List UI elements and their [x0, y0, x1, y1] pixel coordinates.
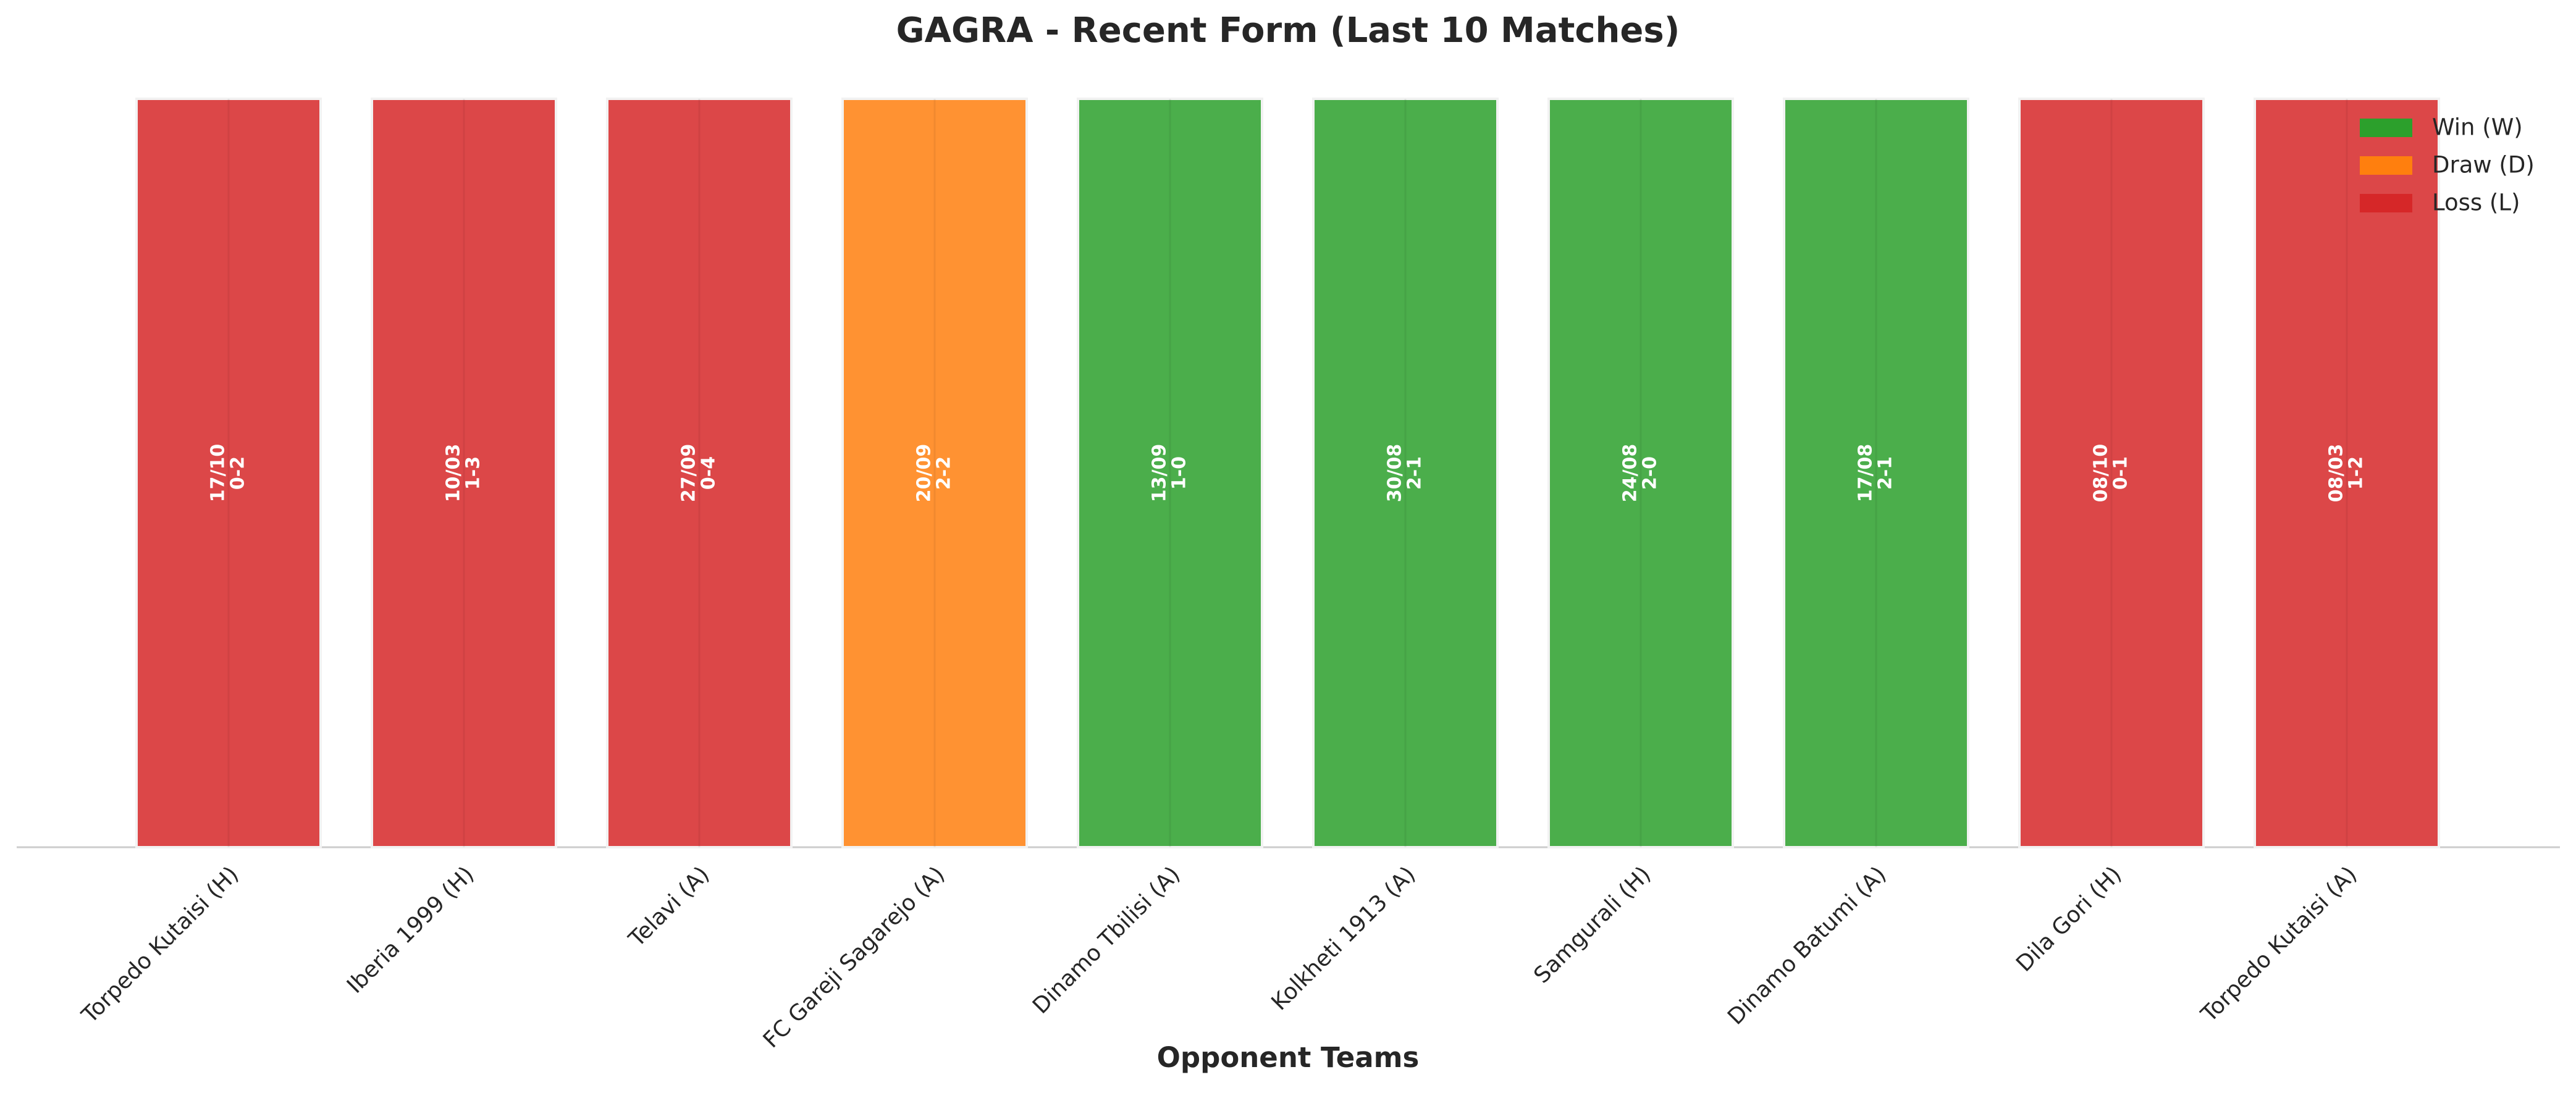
bar-date-label: 24/08	[1620, 444, 1641, 502]
bar-date-label: 10/03	[443, 444, 465, 502]
bar	[2254, 98, 2440, 848]
bar-date-label: 08/03	[2326, 444, 2347, 502]
bar-date-label: 27/09	[678, 444, 700, 502]
bar-score-label: 0-4	[698, 456, 720, 490]
bar-score-label: 2-0	[1639, 456, 1661, 490]
bar	[1312, 98, 1499, 848]
bar-score-label: 0-1	[2110, 456, 2132, 490]
bar	[135, 98, 322, 848]
x-axis-label: Opponent Teams	[1157, 1041, 1420, 1074]
bar-score-label: 1-2	[2346, 456, 2367, 490]
legend-label: Win (W)	[2432, 114, 2523, 141]
legend-swatch	[2360, 119, 2412, 137]
bar	[1547, 98, 1734, 848]
bar-date-label: 30/08	[1384, 444, 1406, 502]
bar-score-label: 0-2	[227, 456, 249, 490]
legend-label: Draw (D)	[2432, 152, 2535, 178]
bar	[1077, 98, 1263, 848]
bar-date-label: 13/09	[1149, 444, 1171, 502]
bar-score-label: 2-2	[933, 456, 955, 490]
legend-swatch	[2360, 156, 2412, 175]
legend-swatch	[2360, 194, 2412, 212]
bar	[606, 98, 793, 848]
bar-date-label: 17/08	[1855, 444, 1877, 502]
bar	[371, 98, 557, 848]
bar-date-label: 17/10	[208, 444, 229, 502]
chart-title: GAGRA - Recent Form (Last 10 Matches)	[896, 10, 1680, 51]
bar	[841, 98, 1028, 848]
bar-date-label: 20/09	[914, 444, 935, 502]
bar-score-label: 2-1	[1875, 456, 1896, 490]
bar-score-label: 1-0	[1169, 456, 1190, 490]
legend-label: Loss (L)	[2432, 190, 2520, 216]
bar-score-label: 1-3	[463, 456, 484, 490]
bar	[1783, 98, 1969, 848]
bar-score-label: 2-1	[1404, 456, 1426, 490]
bar-date-label: 08/10	[2090, 444, 2112, 502]
bar	[2018, 98, 2205, 848]
